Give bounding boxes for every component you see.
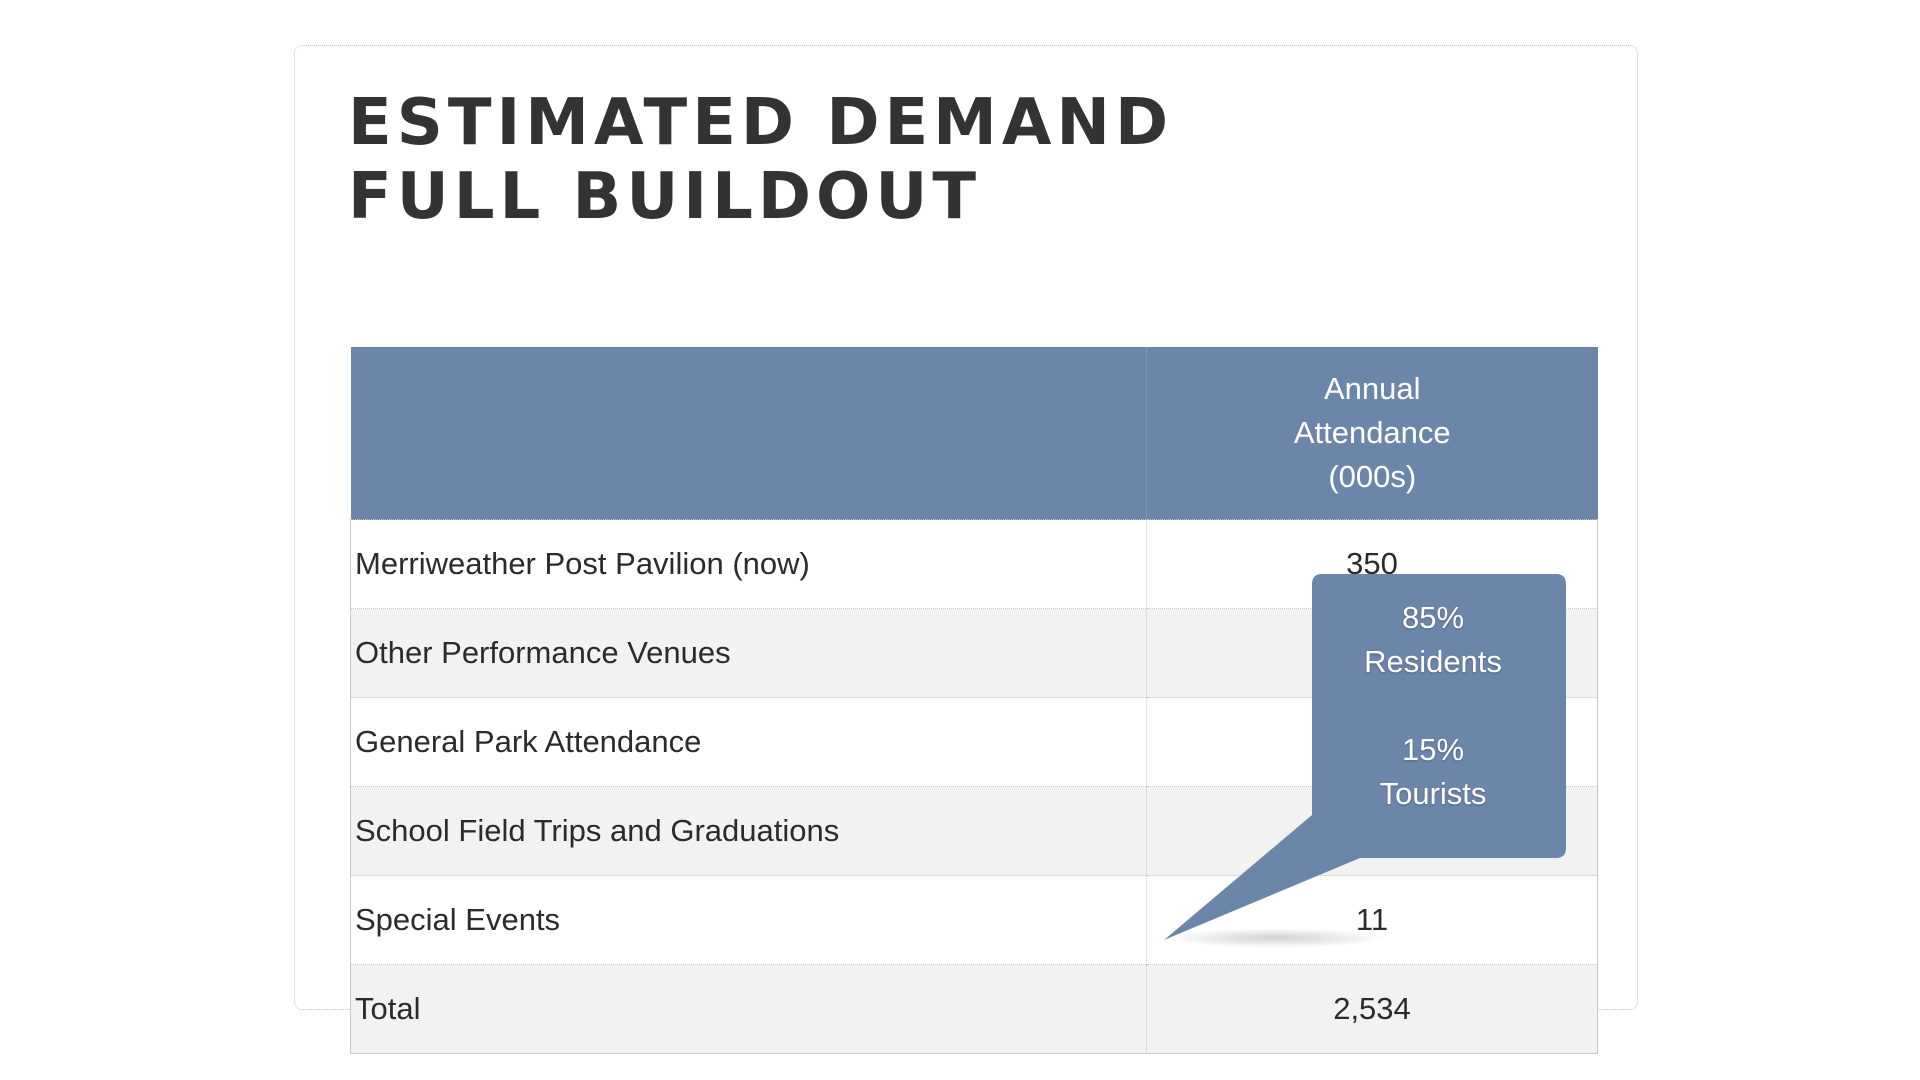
residents-percent: 85%	[1401, 600, 1465, 635]
title-line-1: ESTIMATED DEMAND	[348, 86, 1174, 160]
table-header-row: Annual Attendance (000s)	[350, 347, 1598, 520]
row-label: School Field Trips and Graduations	[350, 786, 1147, 876]
tourists-label: Tourists	[1379, 776, 1487, 811]
header-attendance-cell: Annual Attendance (000s)	[1146, 347, 1598, 520]
callout-bubble: 85% Residents 15% Tourists	[1156, 570, 1566, 948]
title-line-2: FULL BUILDOUT	[348, 160, 982, 234]
row-label: Merriweather Post Pavilion (now)	[350, 519, 1147, 609]
callout-shape	[1164, 574, 1566, 948]
row-label: Total	[350, 964, 1147, 1054]
table-row-total: Total 2,534	[350, 964, 1598, 1054]
row-label: Other Performance Venues	[350, 608, 1147, 698]
tourists-percent: 15%	[1401, 732, 1465, 767]
callout-text: 85% Residents 15% Tourists	[1300, 596, 1566, 816]
slide-title: ESTIMATED DEMAND FULL BUILDOUT	[348, 86, 1173, 234]
row-value: 2,534	[1146, 964, 1598, 1054]
row-label: General Park Attendance	[350, 697, 1147, 787]
residents-label: Residents	[1364, 644, 1502, 679]
row-label: Special Events	[350, 875, 1147, 965]
header-line: Annual	[1323, 371, 1421, 406]
header-line: (000s)	[1328, 459, 1417, 494]
header-line: Attendance	[1293, 415, 1451, 450]
header-label-cell	[350, 347, 1147, 520]
row-value: 11	[1146, 875, 1598, 965]
table-row: Special Events 11	[350, 875, 1598, 965]
